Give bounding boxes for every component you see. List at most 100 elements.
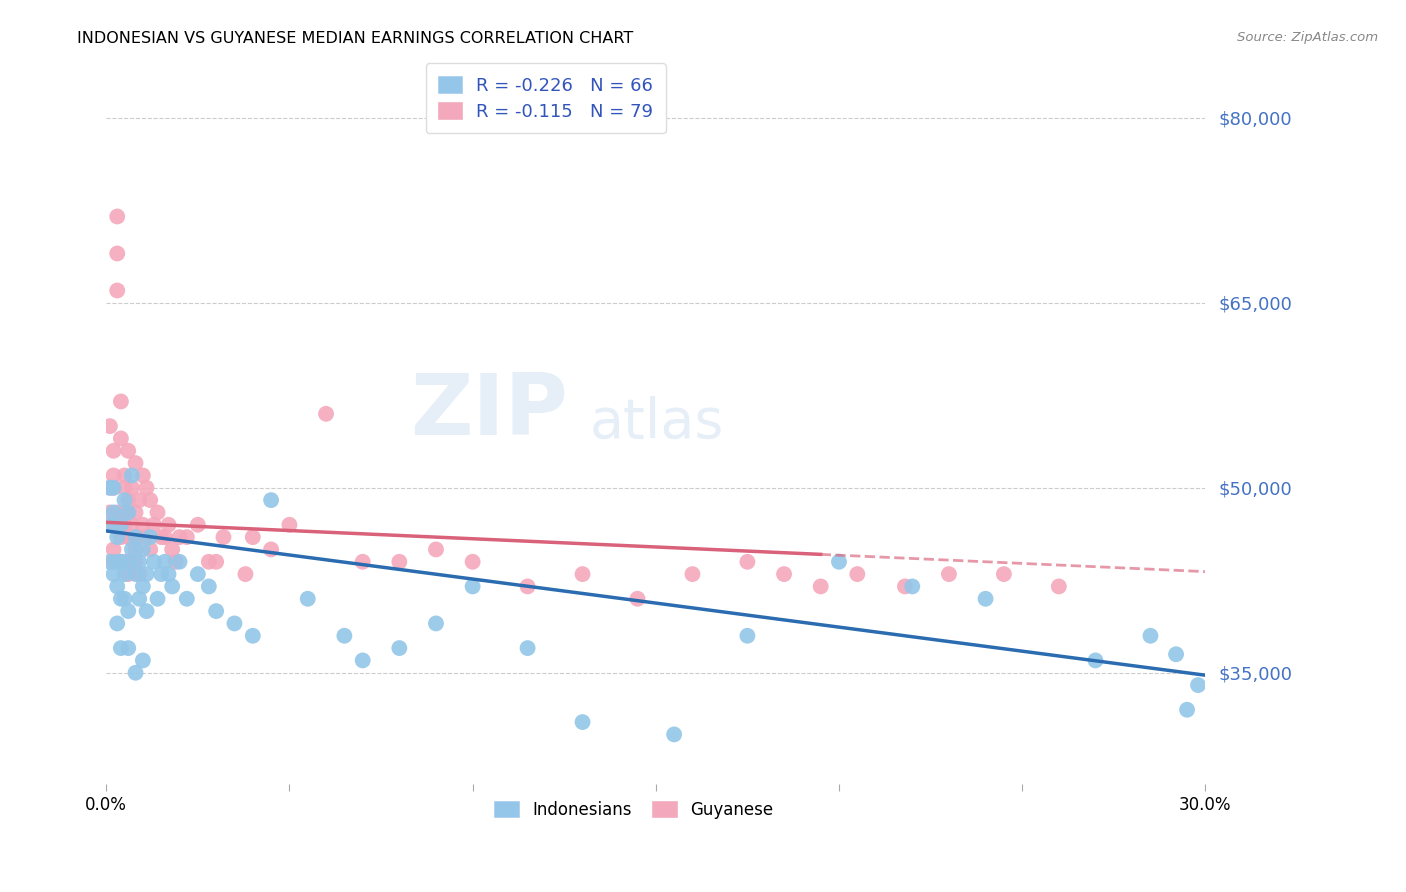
Point xyxy=(110,555,132,569)
Point xyxy=(388,555,411,569)
Point xyxy=(150,530,173,544)
Point xyxy=(142,517,165,532)
Point xyxy=(114,481,136,495)
Point xyxy=(352,555,374,569)
Point xyxy=(121,542,143,557)
Text: INDONESIAN VS GUYANESE MEDIAN EARNINGS CORRELATION CHART: INDONESIAN VS GUYANESE MEDIAN EARNINGS C… xyxy=(77,31,634,46)
Point xyxy=(388,641,411,656)
Point xyxy=(114,493,136,508)
Point xyxy=(160,579,183,593)
Point xyxy=(212,530,235,544)
Text: ZIP: ZIP xyxy=(411,370,568,453)
Point xyxy=(516,641,538,656)
Point xyxy=(110,517,132,532)
Point xyxy=(810,579,832,593)
Point xyxy=(1175,703,1198,717)
Point xyxy=(425,542,447,557)
Point xyxy=(773,567,796,582)
Point xyxy=(121,468,143,483)
Point xyxy=(516,579,538,593)
Point xyxy=(139,542,162,557)
Point xyxy=(205,555,228,569)
Point xyxy=(135,567,157,582)
Point xyxy=(142,555,165,569)
Point xyxy=(1187,678,1209,692)
Point xyxy=(571,567,593,582)
Point xyxy=(128,493,150,508)
Text: Source: ZipAtlas.com: Source: ZipAtlas.com xyxy=(1237,31,1378,45)
Point xyxy=(205,604,228,618)
Point xyxy=(124,665,146,680)
Point xyxy=(103,481,125,495)
Point xyxy=(117,493,139,508)
Point xyxy=(110,555,132,569)
Point xyxy=(117,530,139,544)
Point xyxy=(198,579,221,593)
Point xyxy=(901,579,924,593)
Point xyxy=(333,629,356,643)
Point xyxy=(176,530,198,544)
Point xyxy=(114,567,136,582)
Point xyxy=(98,517,121,532)
Point xyxy=(117,505,139,519)
Point xyxy=(169,555,191,569)
Point xyxy=(110,591,132,606)
Point xyxy=(124,456,146,470)
Point xyxy=(103,443,125,458)
Point xyxy=(235,567,257,582)
Point xyxy=(150,567,173,582)
Point xyxy=(98,555,121,569)
Point xyxy=(105,616,128,631)
Point xyxy=(260,542,283,557)
Point xyxy=(114,505,136,519)
Point xyxy=(461,579,484,593)
Point xyxy=(128,591,150,606)
Point xyxy=(124,555,146,569)
Point xyxy=(105,530,128,544)
Point xyxy=(146,505,169,519)
Point xyxy=(124,530,146,544)
Point xyxy=(110,432,132,446)
Point xyxy=(105,579,128,593)
Point xyxy=(124,505,146,519)
Point xyxy=(121,517,143,532)
Legend: Indonesians, Guyanese: Indonesians, Guyanese xyxy=(488,794,780,825)
Point xyxy=(139,493,162,508)
Point xyxy=(117,443,139,458)
Point xyxy=(103,567,125,582)
Point xyxy=(681,567,703,582)
Point xyxy=(242,629,264,643)
Point xyxy=(110,530,132,544)
Point xyxy=(124,567,146,582)
Point xyxy=(160,542,183,557)
Point xyxy=(132,542,155,557)
Point xyxy=(98,419,121,434)
Point xyxy=(103,542,125,557)
Point xyxy=(103,505,125,519)
Point xyxy=(157,567,180,582)
Point xyxy=(1047,579,1070,593)
Point xyxy=(132,517,155,532)
Point xyxy=(117,567,139,582)
Point xyxy=(352,653,374,667)
Point xyxy=(128,530,150,544)
Point xyxy=(737,555,759,569)
Point xyxy=(146,591,169,606)
Point xyxy=(176,591,198,606)
Point xyxy=(626,591,648,606)
Point xyxy=(98,481,121,495)
Point xyxy=(461,555,484,569)
Point xyxy=(198,555,221,569)
Point xyxy=(132,579,155,593)
Point xyxy=(117,604,139,618)
Point xyxy=(110,394,132,409)
Point xyxy=(425,616,447,631)
Point xyxy=(132,468,155,483)
Point xyxy=(894,579,917,593)
Point xyxy=(938,567,960,582)
Point xyxy=(98,481,121,495)
Point xyxy=(128,555,150,569)
Point xyxy=(846,567,869,582)
Point xyxy=(974,591,997,606)
Point xyxy=(187,517,209,532)
